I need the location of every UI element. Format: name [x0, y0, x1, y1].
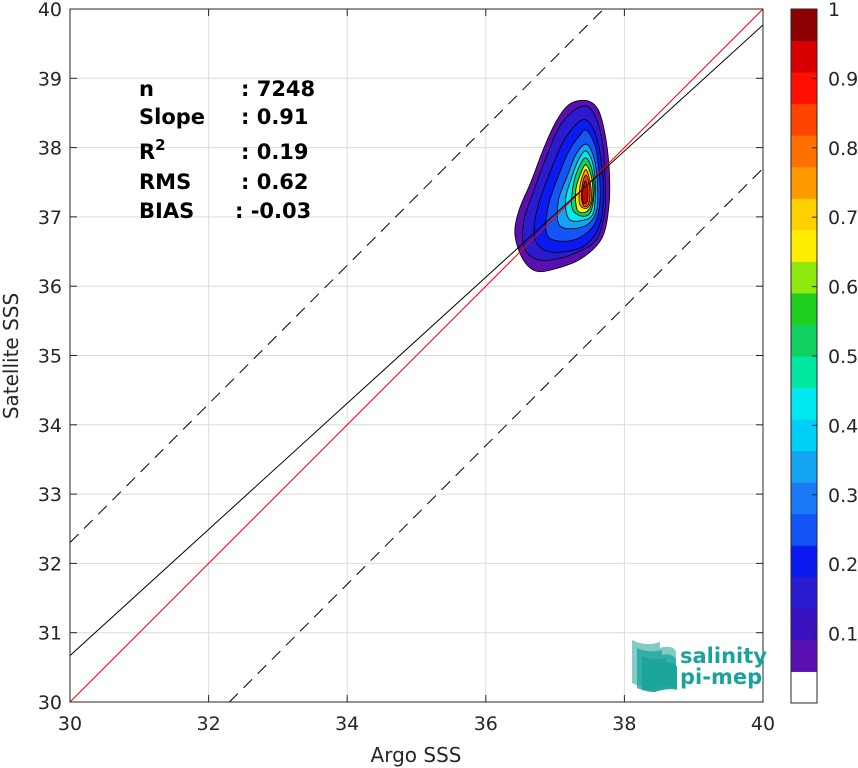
- lower-bound-line: [229, 168, 764, 703]
- colorbar-tick-label: 0.9: [828, 68, 858, 90]
- y-tick-label: 31: [38, 623, 62, 645]
- colorbar-band: [791, 671, 817, 704]
- colorbar-band: [791, 135, 817, 168]
- stats-label-rms: RMS: [139, 170, 191, 194]
- colorbar-tick-label: 0.5: [828, 346, 858, 368]
- colorbar-band: [791, 261, 817, 294]
- colorbar-tick-label: 1: [828, 0, 840, 21]
- colorbar-band: [791, 639, 817, 672]
- reference-lines: [69, 8, 764, 703]
- x-tick-label: 32: [197, 713, 221, 735]
- colorbar-band: [791, 450, 817, 483]
- y-tick-label: 37: [38, 207, 62, 229]
- colorbar-band: [791, 576, 817, 609]
- colorbar-band: [791, 419, 817, 452]
- colorbar-band: [791, 482, 817, 515]
- logo-text-salinity: salinity: [680, 644, 767, 668]
- identity-line: [69, 8, 764, 703]
- colorbar-band: [791, 608, 817, 641]
- colorbar-band: [791, 324, 817, 357]
- x-axis-title: Argo SSS: [371, 743, 462, 767]
- colorbar-band: [791, 103, 817, 136]
- colorbar: 0.1 0.2 0.3 0.4 0.5 0.6 0.7 0.8 0.9 1: [790, 0, 858, 704]
- y-tick-label: 30: [38, 692, 62, 714]
- y-axis-title: Satellite SSS: [0, 293, 23, 419]
- stats-label-n: n: [139, 77, 154, 101]
- colorbar-band: [791, 9, 817, 42]
- x-tick-label: 30: [58, 713, 82, 735]
- x-tick-label: 40: [751, 713, 775, 735]
- y-tick-label: 35: [38, 346, 62, 368]
- colorbar-band: [791, 513, 817, 546]
- y-tick-label: 38: [38, 138, 62, 160]
- colorbar-tick-label: 0.3: [828, 485, 858, 507]
- colorbar-band: [791, 356, 817, 389]
- stats-label-slope: Slope: [139, 105, 205, 129]
- regression-line: [69, 24, 764, 656]
- x-tick-label: 36: [474, 713, 498, 735]
- y-tick-label: 39: [38, 68, 62, 90]
- colorbar-tick-label: 0.7: [828, 207, 858, 229]
- colorbar-band: [791, 72, 817, 105]
- y-tick-label: 40: [38, 0, 62, 21]
- density-contours: [514, 99, 611, 273]
- colorbar-band: [791, 40, 817, 73]
- y-tick-label: 33: [38, 484, 62, 506]
- grid-lines: [69, 8, 764, 703]
- colorbar-band: [791, 229, 817, 262]
- stats-value-n: : 7248: [241, 77, 315, 101]
- y-tick-label: 32: [38, 553, 62, 575]
- colorbar-tick-label: 0.2: [828, 554, 858, 576]
- x-tick-label: 34: [335, 713, 359, 735]
- stats-value-slope: : 0.91: [241, 105, 309, 129]
- colorbar-tick-label: 0.1: [828, 624, 858, 646]
- upper-bound-line: [69, 8, 604, 543]
- stats-value-bias: : -0.03: [235, 199, 311, 223]
- x-tick-label: 38: [612, 713, 636, 735]
- y-tick-label: 34: [38, 415, 62, 437]
- axis-tick-labels: 30 32 34 36 38 40 30 31 32 33 34 35 36 37 38 39 40: [38, 0, 775, 735]
- colorbar-band: [791, 387, 817, 420]
- density-contour-0.9: [581, 180, 589, 205]
- logo-text-pi-mep: pi-mep: [680, 665, 762, 689]
- colorbar-band: [791, 166, 817, 199]
- stats-value-r: : 0.19: [241, 140, 309, 164]
- colorbar-tick-label: 0.6: [828, 277, 858, 299]
- stats-superscript: 2: [155, 136, 165, 154]
- salinity-pi-mep-logo: salinity pi-mep: [632, 640, 767, 692]
- axis-ticks: [69, 8, 764, 703]
- colorbar-tick-label: 0.8: [828, 138, 858, 160]
- colorbar-tick-label: 0.4: [828, 415, 858, 437]
- stats-value-rms: : 0.62: [241, 170, 309, 194]
- colorbar-band: [791, 292, 817, 325]
- stats-label-bias: BIAS: [139, 199, 194, 223]
- colorbar-band: [791, 545, 817, 578]
- wave-logo-icon: [632, 640, 677, 692]
- colorbar-band: [791, 198, 817, 231]
- y-tick-label: 36: [38, 276, 62, 298]
